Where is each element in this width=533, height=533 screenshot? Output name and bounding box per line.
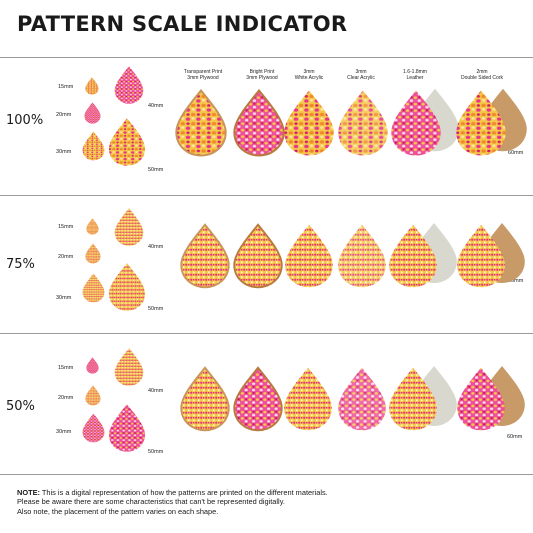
size-label: 60mm <box>508 278 524 284</box>
earring-leather <box>390 89 442 157</box>
earring-transparent-plywood <box>175 89 227 157</box>
material-label: 3mm White Acrylic <box>294 69 324 81</box>
earring-40mm <box>114 207 144 247</box>
note-line-3: Also note, the placement of the pattern … <box>17 506 219 516</box>
earring-50mm <box>108 403 146 453</box>
note-prefix: NOTE: <box>17 488 40 497</box>
scale-label: 50% <box>6 399 35 414</box>
earring-40mm <box>114 347 144 387</box>
divider <box>0 474 533 475</box>
earring-15mm <box>85 77 99 95</box>
earring-white-acrylic <box>283 365 333 433</box>
earring-15mm <box>86 218 99 235</box>
note-line-2: Please be aware there are some character… <box>17 497 285 507</box>
divider <box>0 333 533 334</box>
earring-30mm <box>82 413 105 443</box>
earring-50mm <box>108 117 146 167</box>
size-label: 60mm <box>508 150 524 156</box>
earring-15mm <box>86 357 99 374</box>
material-label: 2mm Double Sided Cork <box>461 69 503 81</box>
earring-white-acrylic <box>284 223 334 289</box>
divider <box>0 57 533 58</box>
earring-40mm <box>114 65 144 105</box>
earring-cork <box>456 223 506 289</box>
earring-clear-acrylic <box>337 89 389 157</box>
footer-note: NOTE: This is a digital representation o… <box>17 488 517 516</box>
size-label: 15mm <box>58 84 74 90</box>
size-label: 30mm <box>56 295 72 301</box>
earring-transparent-plywood <box>180 365 230 433</box>
earring-leather <box>388 365 438 433</box>
earring-bright-plywood <box>233 89 285 157</box>
earring-clear-acrylic <box>337 223 387 289</box>
earring-cork <box>455 89 507 157</box>
material-label: Bright Print 3mm Plywood <box>246 69 278 81</box>
size-label: 15mm <box>58 224 74 230</box>
earring-bright-plywood <box>233 365 283 433</box>
size-label: 40mm <box>148 103 164 109</box>
size-label: 50mm <box>148 449 164 455</box>
divider <box>0 195 533 196</box>
earring-50mm <box>108 262 146 312</box>
material-label: Transparent Print 3mm Plywood <box>183 69 223 81</box>
earring-white-acrylic <box>283 89 335 157</box>
page-title: PATTERN SCALE INDICATOR <box>17 12 348 36</box>
size-label: 50mm <box>148 306 164 312</box>
scale-label: 75% <box>6 257 35 272</box>
earring-leather <box>388 223 438 289</box>
size-label: 20mm <box>56 112 72 118</box>
earring-clear-acrylic <box>337 365 387 433</box>
earring-20mm <box>84 102 101 124</box>
size-label: 15mm <box>58 365 74 371</box>
size-label: 30mm <box>56 149 72 155</box>
size-label: 30mm <box>56 429 72 435</box>
earring-20mm <box>85 243 101 264</box>
earring-bright-plywood <box>233 223 283 289</box>
material-label: 3mm Clear Acrylic <box>347 69 375 81</box>
size-label: 40mm <box>148 388 164 394</box>
earring-transparent-plywood <box>180 223 230 289</box>
earring-20mm <box>85 385 101 406</box>
size-label: 50mm <box>148 167 164 173</box>
size-label: 40mm <box>148 244 164 250</box>
earring-30mm <box>82 131 105 161</box>
size-label: 60mm <box>507 434 523 440</box>
scale-label: 100% <box>6 113 44 128</box>
size-label: 20mm <box>58 395 74 401</box>
material-label: 1.6-1.8mm Leather <box>403 69 427 81</box>
earring-30mm <box>82 273 105 303</box>
size-label: 20mm <box>58 254 74 260</box>
note-line-1: This is a digital representation of how … <box>40 488 328 497</box>
earring-cork <box>456 365 506 433</box>
